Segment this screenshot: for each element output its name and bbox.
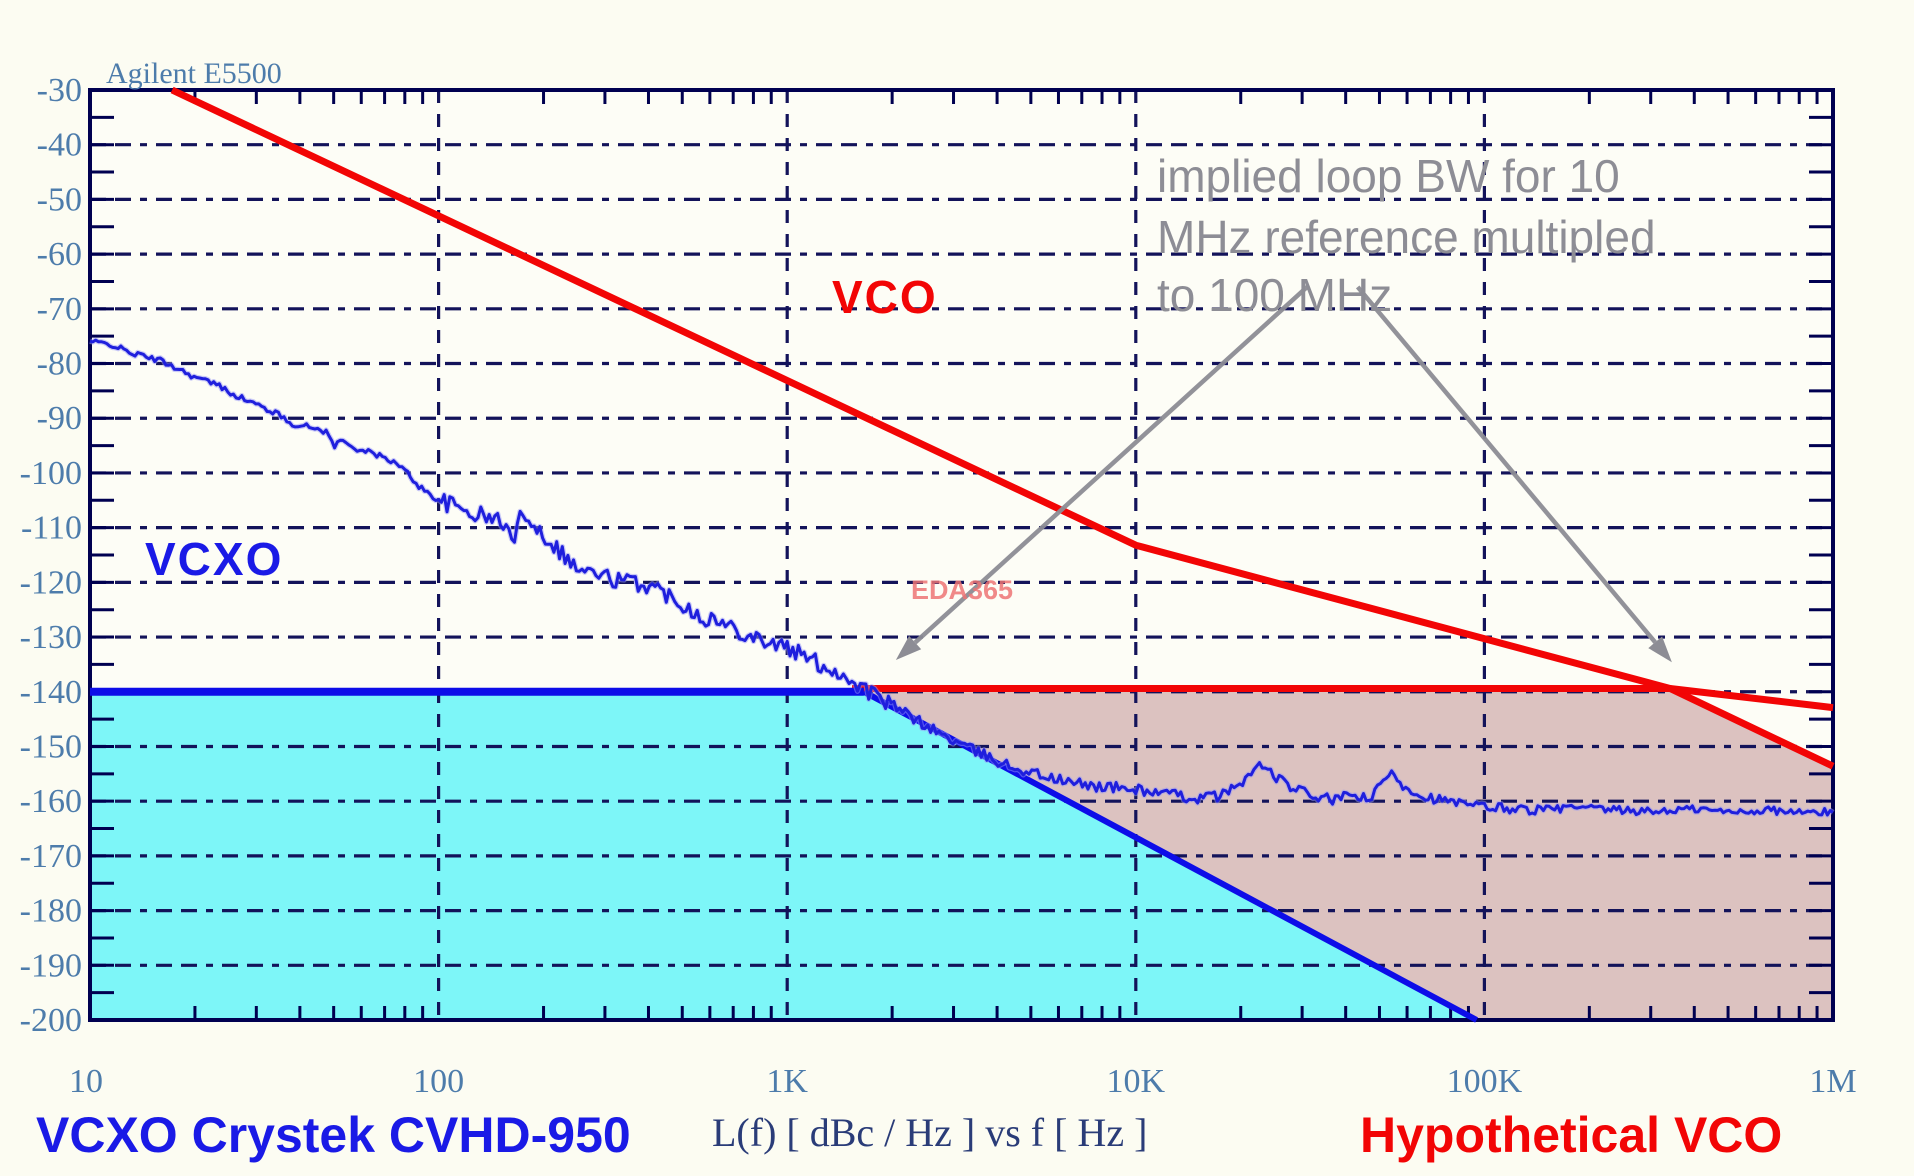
y-tick-label: -60: [37, 236, 82, 273]
x-tick-label: 10: [69, 1063, 103, 1100]
y-tick-label: -130: [20, 619, 82, 656]
grid-lines: [90, 90, 1833, 1020]
data-series: [89, 86, 1835, 1023]
y-tick-label: -110: [21, 510, 82, 547]
x-tick-label: 1M: [1809, 1063, 1856, 1100]
y-tick-label: -200: [20, 1002, 82, 1039]
arrow-to-vco-junction-head: [1648, 636, 1672, 663]
y-tick-label: -180: [20, 893, 82, 930]
y-axis-tick-labels: -30 -40 -50 -60 -70 -80 -90 -100 -110 -120 -130 -14…: [20, 72, 82, 1039]
y-tick-label: -90: [37, 400, 82, 437]
y-tick-label: -40: [37, 127, 82, 164]
y-tick-label: -50: [37, 181, 82, 218]
axes-and-ticks: [88, 88, 1835, 1022]
y-tick-label: -150: [20, 728, 82, 765]
arrow-to-vcxo-junction: [913, 285, 1309, 645]
x-tick-label: 100: [413, 1063, 464, 1100]
x-tick-label: 10K: [1107, 1063, 1166, 1100]
annotation-arrows: [895, 285, 1672, 663]
y-tick-label: -80: [37, 346, 82, 383]
caption-axis-title: L(f) [ dBc / Hz ] vs f [ Hz ]: [712, 1110, 1147, 1155]
y-tick-label: -160: [20, 783, 82, 820]
y-tick-label: -70: [37, 291, 82, 328]
x-axis-tick-labels: 10 100 1K 10K 100K 1M: [69, 1063, 1857, 1100]
loop-bw-annotation: implied loop BW for 10 MHz reference mul…: [1157, 150, 1656, 321]
vco-curve-label: VCO: [832, 271, 938, 323]
y-tick-label: -100: [20, 455, 82, 492]
caption-vcxo-model: VCXO Crystek CVHD-950: [36, 1107, 631, 1163]
reference-dominant-region: [863, 688, 1833, 1020]
arrow-to-vco-junction: [1355, 285, 1657, 644]
y-tick-label: -30: [37, 72, 82, 109]
annotation-line-3: to 100 MHz: [1157, 269, 1392, 321]
annotation-line-2: MHz reference multipled: [1157, 211, 1656, 263]
VCO free-running: [170, 86, 1835, 770]
x-tick-label: 100K: [1447, 1063, 1523, 1100]
watermark-text: EDA365: [911, 575, 1013, 605]
annotation-line-1: implied loop BW for 10: [1157, 150, 1620, 202]
vcxo-curve-label: VCXO: [145, 533, 283, 585]
y-tick-label: -190: [20, 947, 82, 984]
caption-hypothetical-vco: Hypothetical VCO: [1360, 1107, 1782, 1163]
10 MHz reference multiplied to 100 MHz (floor -140): [852, 685, 1834, 712]
arrow-to-vcxo-junction-head: [895, 635, 922, 661]
y-tick-label: -170: [20, 838, 82, 875]
y-tick-label: -140: [20, 674, 82, 711]
instrument-title: Agilent E5500: [106, 57, 282, 90]
VCXO measured Crystek CVHD-950: [89, 338, 1834, 817]
x-tick-label: 1K: [766, 1063, 808, 1100]
y-tick-label: -120: [20, 564, 82, 601]
